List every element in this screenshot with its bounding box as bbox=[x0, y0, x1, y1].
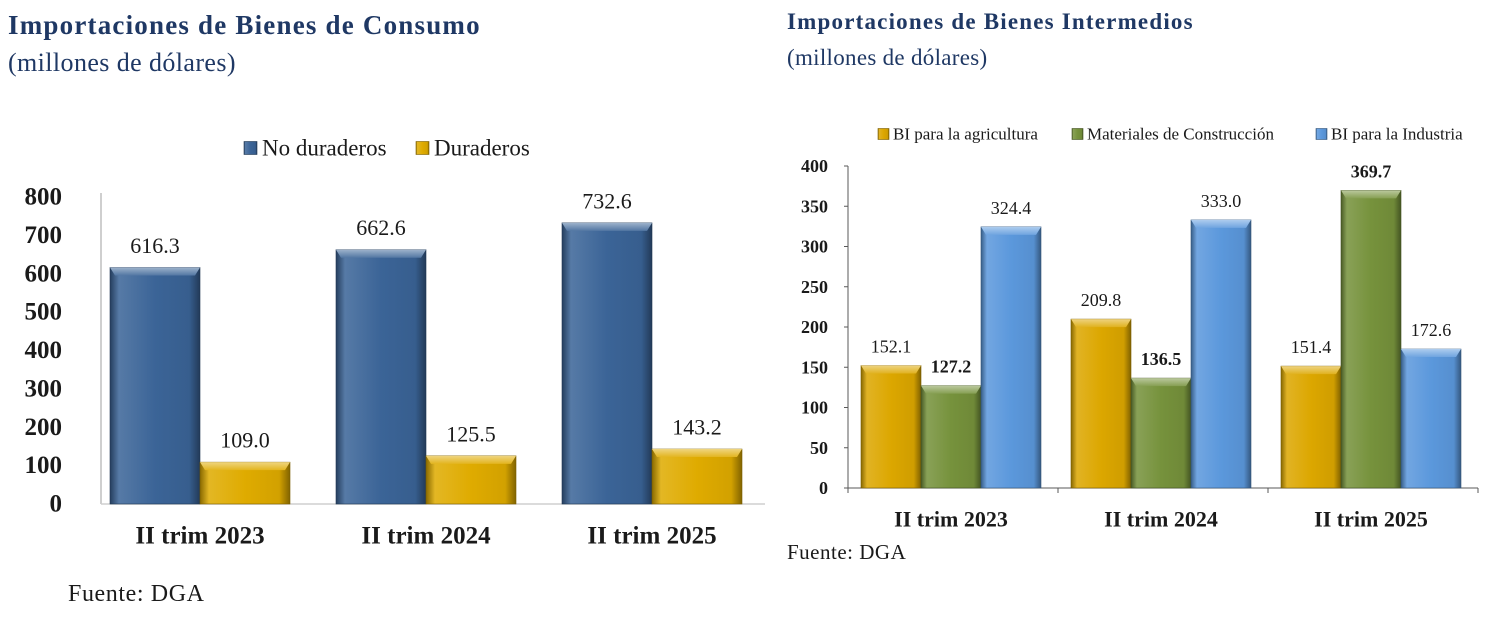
bar-bevel-duraderos-ii-trim-2023 bbox=[200, 462, 290, 471]
value-label-no-duraderos-ii-trim-2023: 616.3 bbox=[130, 233, 180, 258]
bar-bevel-bi-para-la-industria-ii-trim-2024 bbox=[1191, 219, 1251, 228]
y-tick-label-100: 100 bbox=[801, 398, 828, 418]
bar-bi-para-la-industria-ii-trim-2024 bbox=[1190, 219, 1252, 489]
bar-bevel-duraderos-ii-trim-2024 bbox=[426, 455, 516, 464]
y-tick-label-100: 100 bbox=[25, 452, 63, 479]
bar-bi-para-la-agricultura-ii-trim-2023 bbox=[860, 365, 922, 489]
bar-no-duraderos-ii-trim-2024 bbox=[335, 249, 427, 505]
legend-swatch-bi-para-la-agricultura bbox=[877, 128, 890, 140]
value-label-no-duraderos-ii-trim-2025: 732.6 bbox=[582, 188, 632, 213]
y-tick-label-50: 50 bbox=[810, 438, 828, 458]
bar-bevel-bi-para-la-industria-ii-trim-2025 bbox=[1401, 349, 1461, 358]
x-category-label-ii-trim-2024: II trim 2024 bbox=[1104, 507, 1218, 532]
intermedios-bar-chart: 0 50 100 150 200 250 300 350 400 II trim 2023 II t… bbox=[801, 125, 1479, 532]
bar-materiales-de-construccion-ii-trim-2024 bbox=[1130, 377, 1192, 489]
y-tick-label-350: 350 bbox=[801, 196, 828, 216]
y-tick-label-600: 600 bbox=[25, 260, 63, 287]
bar-bi-para-la-agricultura-ii-trim-2025 bbox=[1280, 365, 1342, 489]
bar-duraderos-ii-trim-2024 bbox=[425, 455, 517, 505]
y-tick-label-800: 800 bbox=[25, 184, 63, 211]
y-tick-label-200: 200 bbox=[25, 414, 63, 441]
y-tick-label-0: 0 bbox=[819, 478, 828, 498]
bar-materiales-de-construccion-ii-trim-2023 bbox=[920, 385, 982, 489]
bar-no-duraderos-ii-trim-2023 bbox=[109, 267, 201, 505]
legend-swatch-no-duraderos bbox=[243, 141, 258, 155]
consumo-bar-chart: 0 100 200 300 400 500 600 700 800 II trim 2023 II … bbox=[25, 136, 765, 550]
bar-bi-para-la-agricultura-ii-trim-2024 bbox=[1070, 318, 1132, 489]
y-tick-label-400: 400 bbox=[801, 156, 828, 176]
value-label-materiales-de-construccion-ii-trim-2025: 369.7 bbox=[1351, 161, 1392, 181]
bar-materiales-de-construccion-ii-trim-2025 bbox=[1340, 190, 1402, 489]
x-category-label-ii-trim-2024: II trim 2024 bbox=[361, 523, 491, 550]
x-category-label-ii-trim-2025: II trim 2025 bbox=[1314, 507, 1428, 532]
bar-bevel-bi-para-la-agricultura-ii-trim-2023 bbox=[861, 365, 921, 374]
value-label-bi-para-la-industria-ii-trim-2025: 172.6 bbox=[1411, 320, 1452, 340]
legend-label-duraderos: Duraderos bbox=[434, 136, 530, 161]
legend-swatch-duraderos bbox=[415, 141, 430, 155]
value-label-bi-para-la-agricultura-ii-trim-2023: 152.1 bbox=[871, 337, 912, 357]
x-category-label-ii-trim-2023: II trim 2023 bbox=[135, 523, 264, 550]
y-tick-label-700: 700 bbox=[25, 222, 63, 249]
bar-bevel-bi-para-la-industria-ii-trim-2023 bbox=[981, 226, 1041, 235]
value-label-no-duraderos-ii-trim-2024: 662.6 bbox=[356, 215, 406, 240]
legend-swatch-materiales-de-construccion bbox=[1071, 128, 1084, 140]
bar-bevel-bi-para-la-agricultura-ii-trim-2024 bbox=[1071, 319, 1131, 328]
bar-bevel-no-duraderos-ii-trim-2023 bbox=[110, 267, 200, 276]
consumo-chart-title: Importaciones de Bienes de Consumo bbox=[8, 10, 481, 40]
bar-bevel-no-duraderos-ii-trim-2025 bbox=[562, 222, 652, 231]
y-tick-label-500: 500 bbox=[25, 299, 63, 326]
legend-label-no-duraderos: No duraderos bbox=[262, 136, 387, 161]
bar-bevel-duraderos-ii-trim-2025 bbox=[652, 449, 742, 458]
value-label-bi-para-la-agricultura-ii-trim-2024: 209.8 bbox=[1081, 290, 1122, 310]
value-label-bi-para-la-industria-ii-trim-2023: 324.4 bbox=[991, 198, 1032, 218]
bar-bevel-materiales-de-construccion-ii-trim-2023 bbox=[921, 385, 981, 394]
y-tick-label-200: 200 bbox=[801, 317, 828, 337]
value-label-duraderos-ii-trim-2025: 143.2 bbox=[672, 415, 722, 440]
intermedios-chart-source: Fuente: DGA bbox=[787, 540, 907, 564]
y-tick-label-0: 0 bbox=[50, 491, 63, 518]
bar-bevel-no-duraderos-ii-trim-2024 bbox=[336, 249, 426, 258]
legend-label-bi-para-la-industria: BI para la Industria bbox=[1331, 125, 1463, 144]
intermedios-chart-title: Importaciones de Bienes Intermedios bbox=[787, 9, 1194, 34]
bar-bi-para-la-industria-ii-trim-2023 bbox=[980, 226, 1042, 489]
x-category-label-ii-trim-2025: II trim 2025 bbox=[587, 523, 716, 550]
legend-swatch-bi-para-la-industria bbox=[1315, 128, 1328, 140]
bar-bevel-materiales-de-construccion-ii-trim-2025 bbox=[1341, 190, 1401, 199]
legend-label-bi-para-la-agricultura: BI para la agricultura bbox=[893, 125, 1038, 144]
value-label-materiales-de-construccion-ii-trim-2024: 136.5 bbox=[1141, 349, 1182, 369]
intermedios-chart-subtitle: (millones de dólares) bbox=[787, 45, 988, 70]
y-tick-label-150: 150 bbox=[801, 357, 828, 377]
legend-label-materiales-de-construccion: Materiales de Construcción bbox=[1087, 125, 1274, 144]
value-label-materiales-de-construccion-ii-trim-2023: 127.2 bbox=[931, 357, 972, 377]
x-category-label-ii-trim-2023: II trim 2023 bbox=[894, 507, 1008, 532]
y-tick-label-300: 300 bbox=[801, 237, 828, 257]
value-label-duraderos-ii-trim-2024: 125.5 bbox=[446, 421, 496, 446]
bar-bi-para-la-industria-ii-trim-2025 bbox=[1400, 348, 1462, 489]
y-tick-label-400: 400 bbox=[25, 337, 63, 364]
bar-duraderos-ii-trim-2025 bbox=[651, 448, 743, 505]
bar-bevel-materiales-de-construccion-ii-trim-2024 bbox=[1131, 378, 1191, 387]
value-label-bi-para-la-industria-ii-trim-2024: 333.0 bbox=[1201, 191, 1242, 211]
value-label-bi-para-la-agricultura-ii-trim-2025: 151.4 bbox=[1291, 337, 1332, 357]
consumo-chart-source: Fuente: DGA bbox=[68, 581, 205, 607]
bar-no-duraderos-ii-trim-2025 bbox=[561, 222, 653, 505]
y-tick-label-250: 250 bbox=[801, 277, 828, 297]
bar-bevel-bi-para-la-agricultura-ii-trim-2025 bbox=[1281, 366, 1341, 375]
consumo-chart-subtitle: (millones de dólares) bbox=[8, 48, 236, 77]
y-tick-label-300: 300 bbox=[25, 375, 63, 402]
value-label-duraderos-ii-trim-2023: 109.0 bbox=[220, 428, 270, 453]
